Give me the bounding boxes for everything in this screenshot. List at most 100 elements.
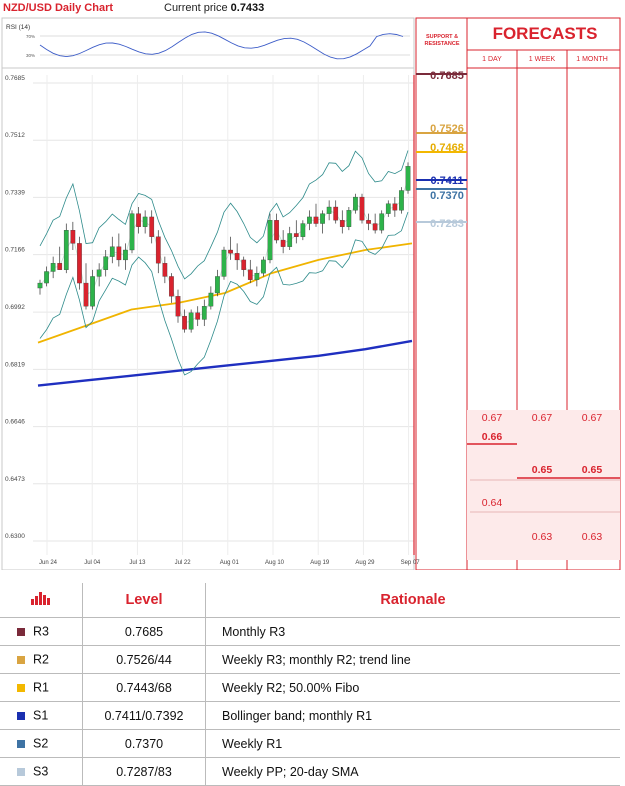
row-label: S1: [33, 708, 49, 723]
level-s3: 0.7283: [430, 218, 464, 230]
color-swatch: [17, 683, 25, 692]
candle-body: [208, 292, 214, 307]
chart-frame: [1, 17, 415, 570]
candle-body: [155, 236, 161, 264]
row-name: S2: [0, 729, 83, 758]
candle-body: [123, 249, 128, 261]
row-label: S2: [33, 736, 49, 751]
x-tick-label: Jul 04: [84, 560, 101, 566]
row-name: R3: [0, 617, 83, 646]
rationale-value: Weekly PP; 20-day SMA: [205, 757, 620, 786]
rationale-value: Weekly R1: [205, 729, 620, 758]
candle-body: [333, 206, 339, 221]
table-row: R2 0.7526/44 Weekly R3; monthly R2; trend …: [0, 645, 620, 674]
x-tick-label: Aug 01: [220, 560, 240, 566]
candle-body: [77, 243, 82, 284]
candle-body: [96, 269, 102, 277]
rationale-value: Weekly R3; monthly R2; trend line: [205, 645, 620, 674]
level-value: 0.7443/68: [82, 673, 206, 702]
rsi-tick-70: 70%: [26, 34, 35, 39]
level-s2: 0.7370: [430, 190, 464, 202]
candle-body: [228, 249, 233, 254]
rationale-value: Bollinger band; monthly R1: [205, 701, 620, 730]
candle-body: [405, 166, 411, 191]
level-value: 0.7685: [82, 617, 206, 646]
candle-body: [37, 282, 43, 289]
y-tick-label: 0.7166: [5, 247, 25, 254]
chart-title: NZD/USD Daily Chart: [3, 2, 114, 14]
forecast-week-3: 0.63: [531, 531, 553, 543]
candle-body: [57, 263, 63, 270]
candle-body: [385, 203, 391, 214]
row-label: S3: [33, 764, 49, 779]
moving-average-0: [37, 339, 413, 387]
y-tick-label: 0.6473: [5, 476, 25, 483]
row-name: S1: [0, 701, 83, 730]
table-header: Level Rationale: [0, 583, 620, 618]
candle-body: [247, 269, 253, 280]
y-tick-label: 0.6992: [5, 304, 25, 311]
table-row: S1 0.7411/0.7392 Bollinger band; monthly R…: [0, 701, 620, 730]
y-tick-label: 0.6300: [5, 533, 25, 540]
color-swatch: [17, 767, 25, 776]
y-tick-label: 0.6646: [5, 419, 25, 426]
bar-chart-icon: [0, 583, 83, 618]
chart-header: NZD/USD Daily Chart Current price 0.7433: [0, 0, 416, 18]
rationale-value: Weekly R2; 50.00% Fibo: [205, 673, 620, 702]
rationale-header: Rationale: [205, 583, 620, 618]
candle-body: [175, 296, 181, 317]
bollinger-lower: [39, 211, 409, 376]
forecast-day-3: 0.64: [481, 497, 503, 509]
rationale-value: Monthly R3: [205, 617, 620, 646]
candle-body: [359, 196, 365, 221]
candle-body: [320, 213, 325, 224]
row-name: S3: [0, 757, 83, 786]
level-r2: 0.7526: [430, 123, 464, 135]
candle-body: [307, 216, 312, 224]
candle-body: [287, 233, 293, 247]
color-swatch: [17, 739, 25, 748]
level-value: 0.7411/0.7392: [82, 701, 206, 730]
candle-body: [195, 312, 201, 320]
y-tick-label: 0.6819: [5, 361, 25, 368]
forecast-month-3: 0.63: [581, 531, 603, 543]
candle-body: [129, 213, 135, 251]
candle-body: [353, 196, 358, 211]
x-tick-label: Aug 29: [355, 560, 375, 566]
candle-body: [142, 216, 148, 227]
table-row: R1 0.7443/68 Weekly R2; 50.00% Fibo: [0, 673, 620, 702]
bollinger-upper: [39, 150, 409, 280]
candle-body: [50, 263, 56, 272]
candle-body: [70, 230, 76, 244]
candle-body: [254, 272, 260, 280]
candle-body: [162, 263, 168, 277]
candle-body: [366, 220, 371, 224]
candle-body: [293, 233, 299, 237]
y-tick-label: 0.7685: [5, 75, 25, 82]
forecast-day-2: 0.66: [481, 431, 503, 443]
forecast-day-1: 0.67: [481, 412, 503, 424]
candle-body: [372, 223, 378, 231]
candle-body: [188, 312, 194, 330]
candle-body: [149, 216, 155, 237]
candle-body: [169, 276, 174, 297]
candle-body: [201, 306, 207, 320]
candle-body: [109, 246, 115, 257]
support-resistance-header: SUPPORT & RESISTANCE: [424, 34, 460, 47]
y-tick-label: 0.7512: [5, 132, 25, 139]
candle-body: [44, 271, 49, 284]
candle-body: [313, 216, 319, 224]
x-tick-label: Jul 13: [129, 560, 146, 566]
col-1-week: 1 WEEK: [528, 56, 556, 63]
current-price: Current price 0.7433: [164, 2, 265, 14]
forecast-week-1: 0.67: [531, 412, 553, 424]
level-s1: 0.7411: [430, 175, 464, 187]
x-tick-label: Aug 10: [265, 560, 285, 566]
candle-body: [241, 259, 247, 270]
col-1-day: 1 DAY: [482, 56, 502, 63]
level-value: 0.7370: [82, 729, 206, 758]
row-name: R2: [0, 645, 83, 674]
level-value: 0.7526/44: [82, 645, 206, 674]
color-swatch: [17, 627, 25, 636]
candle-body: [136, 213, 141, 227]
